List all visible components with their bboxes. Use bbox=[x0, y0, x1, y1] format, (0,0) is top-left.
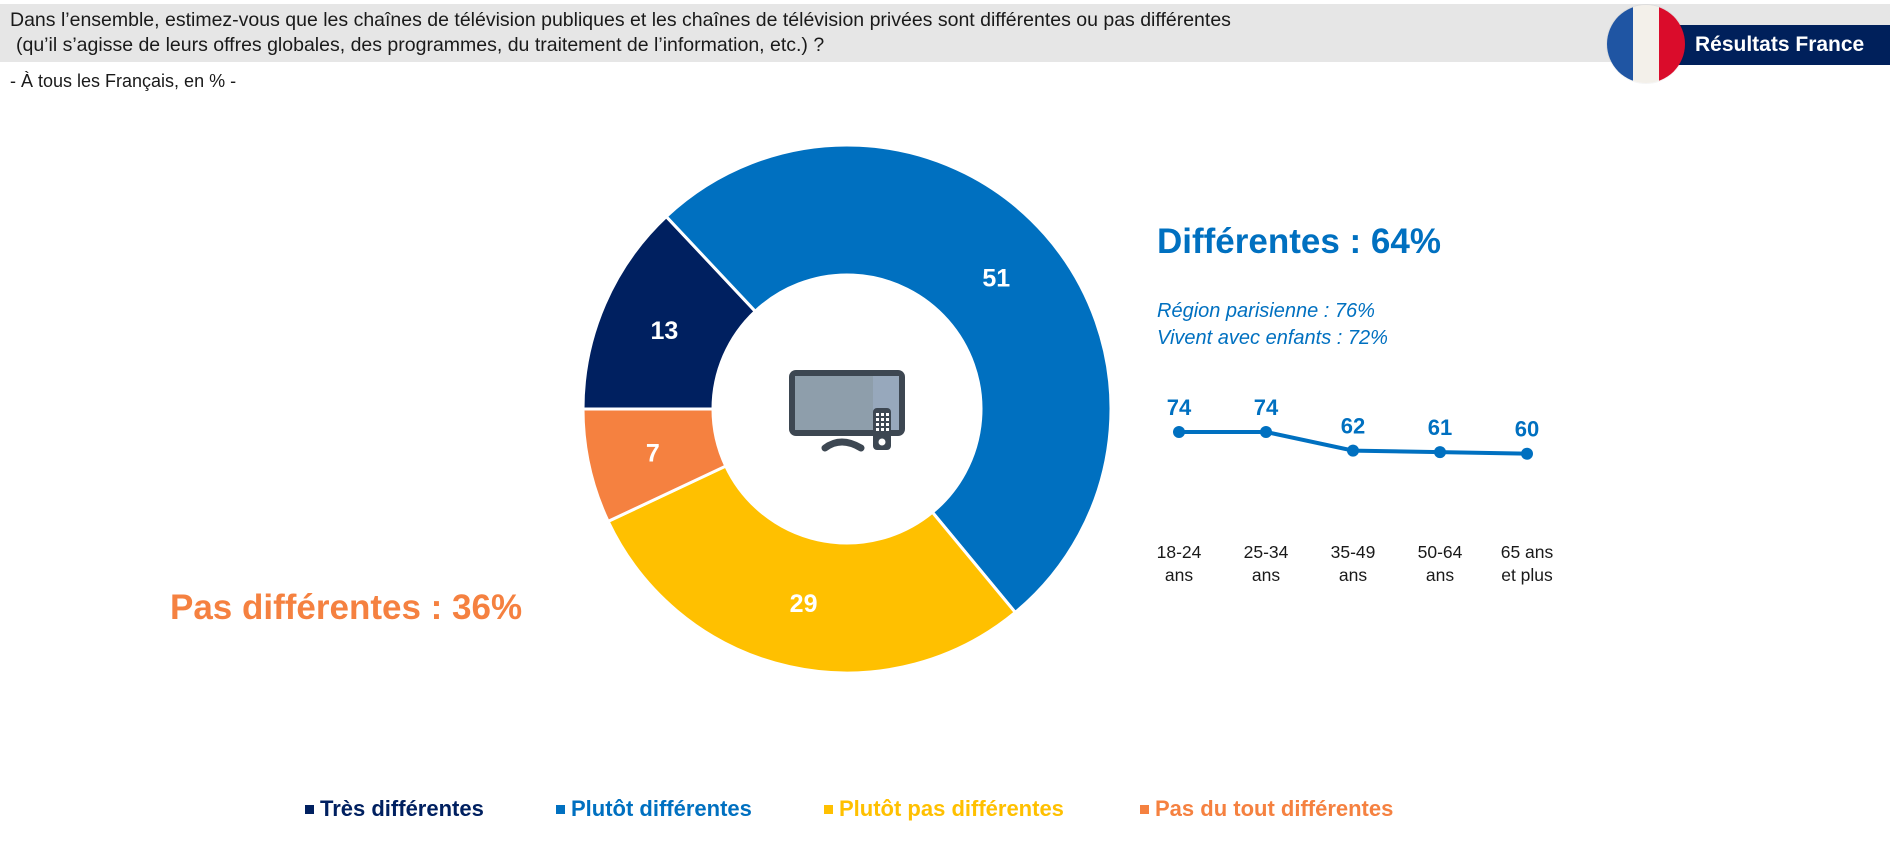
legend-swatch bbox=[305, 804, 314, 814]
legend-item-plutot-differentes: Plutôt différentes bbox=[556, 796, 752, 822]
legend-item-pas-du-tout-differentes: Pas du tout différentes bbox=[1140, 796, 1393, 822]
total-differentes: Différentes : 64% bbox=[1157, 222, 1441, 261]
donut-label-plutot-differentes: 51 bbox=[982, 264, 1010, 292]
legend-swatch bbox=[556, 804, 565, 814]
age-point-label: 62 bbox=[1341, 414, 1365, 439]
television-remote-icon bbox=[789, 370, 905, 452]
highlight-stats: Région parisienne : 76% Vivent avec enfa… bbox=[1157, 298, 1388, 352]
age-category-label-line: ans bbox=[1425, 565, 1455, 585]
age-category-label-line: 18-24 bbox=[1156, 542, 1202, 562]
age-category-label: 25-34 ans bbox=[1211, 541, 1321, 587]
header-band bbox=[0, 4, 1890, 62]
age-point-label: 60 bbox=[1515, 417, 1539, 442]
donut-slice-plutot-pas-differentes bbox=[606, 464, 1018, 675]
highlight-vivent-avec-enfants: Vivent avec enfants : 72% bbox=[1157, 327, 1388, 349]
legend-item-tres-differentes: Très différentes bbox=[305, 796, 484, 822]
age-category-label-line: 35-49 bbox=[1330, 542, 1376, 562]
age-point bbox=[1260, 426, 1272, 438]
age-point-label: 74 bbox=[1254, 395, 1279, 420]
age-point-label: 61 bbox=[1428, 415, 1452, 440]
age-category-label-line: et plus bbox=[1501, 565, 1553, 585]
age-point bbox=[1434, 446, 1446, 459]
age-category-label: 18-24 ans bbox=[1124, 541, 1234, 587]
results-banner: Résultats France bbox=[1670, 25, 1890, 65]
legend-label: Plutôt pas différentes bbox=[839, 796, 1064, 821]
population-subtitle: - À tous les Français, en % - bbox=[10, 71, 237, 91]
age-category-label: 65 ans et plus bbox=[1472, 541, 1582, 587]
age-category-label: 50-64 ans bbox=[1385, 541, 1495, 587]
legend-swatch bbox=[1140, 804, 1149, 814]
legend-label: Très différentes bbox=[320, 796, 484, 821]
legend-swatch bbox=[824, 804, 833, 814]
donut-label-tres-differentes: 13 bbox=[650, 317, 678, 345]
age-category-label-line: ans bbox=[1338, 565, 1368, 585]
question-line-2: (qu’il s’agisse de leurs offres globales… bbox=[16, 34, 825, 56]
age-category-label-line: ans bbox=[1251, 565, 1281, 585]
legend-label: Pas du tout différentes bbox=[1155, 796, 1394, 821]
total-pas-differentes: Pas différentes : 36% bbox=[170, 588, 523, 627]
donut-slice-plutot-differentes bbox=[664, 143, 1113, 615]
legend-label: Plutôt différentes bbox=[571, 796, 752, 821]
flag-stripe-white bbox=[1633, 5, 1659, 83]
question-text: Dans l’ensemble, estimez-vous que les ch… bbox=[10, 8, 1570, 58]
chart-legend: Très différentes Plutôt différentes Plut… bbox=[0, 796, 1890, 826]
age-point-label: 74 bbox=[1167, 395, 1192, 420]
age-category-label-line: 65 ans bbox=[1500, 542, 1554, 562]
age-category-label-line: 25-34 bbox=[1243, 542, 1289, 562]
question-line-1: Dans l’ensemble, estimez-vous que les ch… bbox=[10, 9, 1231, 31]
legend-item-plutot-pas-differentes: Plutôt pas différentes bbox=[824, 796, 1064, 822]
age-point bbox=[1173, 426, 1185, 438]
donut-slice-pas-du-tout-differentes bbox=[581, 407, 728, 524]
age-category-label: 35-49 ans bbox=[1298, 541, 1408, 587]
age-category-label-line: ans bbox=[1164, 565, 1194, 585]
age-point bbox=[1521, 447, 1533, 460]
age-category-label-line: 50-64 bbox=[1417, 542, 1463, 562]
highlight-region-parisienne: Région parisienne : 76% bbox=[1157, 300, 1375, 322]
donut-label-pas-du-tout-differentes: 7 bbox=[646, 439, 660, 467]
age-point bbox=[1347, 444, 1359, 457]
donut-label-plutot-pas-differentes: 29 bbox=[790, 590, 818, 618]
